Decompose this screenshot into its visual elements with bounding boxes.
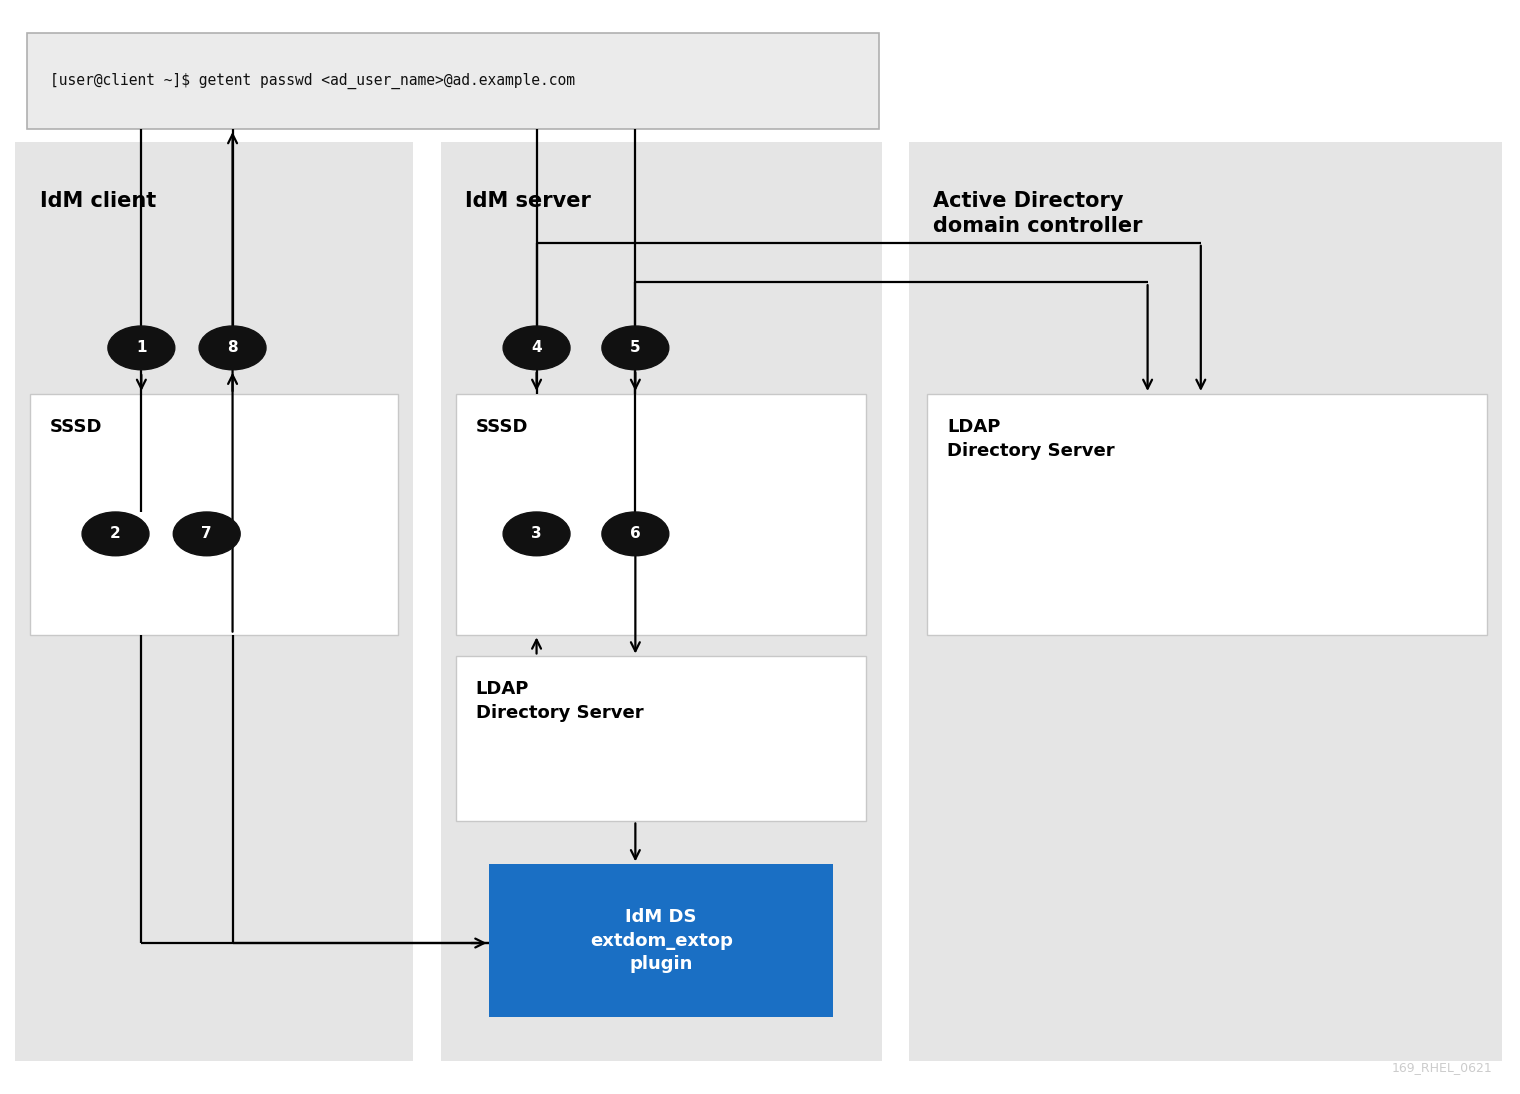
Text: 8: 8 bbox=[228, 340, 237, 356]
Ellipse shape bbox=[199, 326, 266, 370]
Text: IdM DS
extdom_extop
plugin: IdM DS extdom_extop plugin bbox=[590, 908, 733, 974]
Text: IdM client: IdM client bbox=[40, 191, 155, 211]
FancyBboxPatch shape bbox=[15, 142, 413, 1061]
Ellipse shape bbox=[108, 326, 175, 370]
FancyBboxPatch shape bbox=[30, 394, 398, 635]
Ellipse shape bbox=[82, 512, 149, 556]
Text: SSSD: SSSD bbox=[50, 418, 103, 435]
Text: 3: 3 bbox=[532, 526, 541, 542]
Text: IdM server: IdM server bbox=[465, 191, 591, 211]
FancyBboxPatch shape bbox=[27, 33, 879, 129]
FancyBboxPatch shape bbox=[441, 142, 882, 1061]
Text: LDAP
Directory Server: LDAP Directory Server bbox=[476, 680, 643, 722]
Text: [user@client ~]$ getent passwd <ad_user_name>@ad.example.com: [user@client ~]$ getent passwd <ad_user_… bbox=[50, 73, 575, 89]
Ellipse shape bbox=[602, 326, 669, 370]
Text: Active Directory
domain controller: Active Directory domain controller bbox=[933, 191, 1143, 236]
FancyBboxPatch shape bbox=[456, 394, 866, 635]
FancyBboxPatch shape bbox=[489, 864, 833, 1017]
FancyBboxPatch shape bbox=[456, 656, 866, 820]
Text: 5: 5 bbox=[631, 340, 640, 356]
FancyBboxPatch shape bbox=[927, 394, 1487, 635]
FancyBboxPatch shape bbox=[909, 142, 1502, 1061]
Text: LDAP
Directory Server: LDAP Directory Server bbox=[947, 418, 1114, 459]
Ellipse shape bbox=[503, 326, 570, 370]
Text: 2: 2 bbox=[109, 526, 122, 542]
Text: 4: 4 bbox=[532, 340, 541, 356]
Text: 1: 1 bbox=[137, 340, 146, 356]
Text: SSSD: SSSD bbox=[476, 418, 529, 435]
Ellipse shape bbox=[173, 512, 240, 556]
Text: 169_RHEL_0621: 169_RHEL_0621 bbox=[1392, 1061, 1493, 1074]
Ellipse shape bbox=[503, 512, 570, 556]
Text: 7: 7 bbox=[202, 526, 211, 542]
Text: 6: 6 bbox=[629, 526, 641, 542]
Ellipse shape bbox=[602, 512, 669, 556]
